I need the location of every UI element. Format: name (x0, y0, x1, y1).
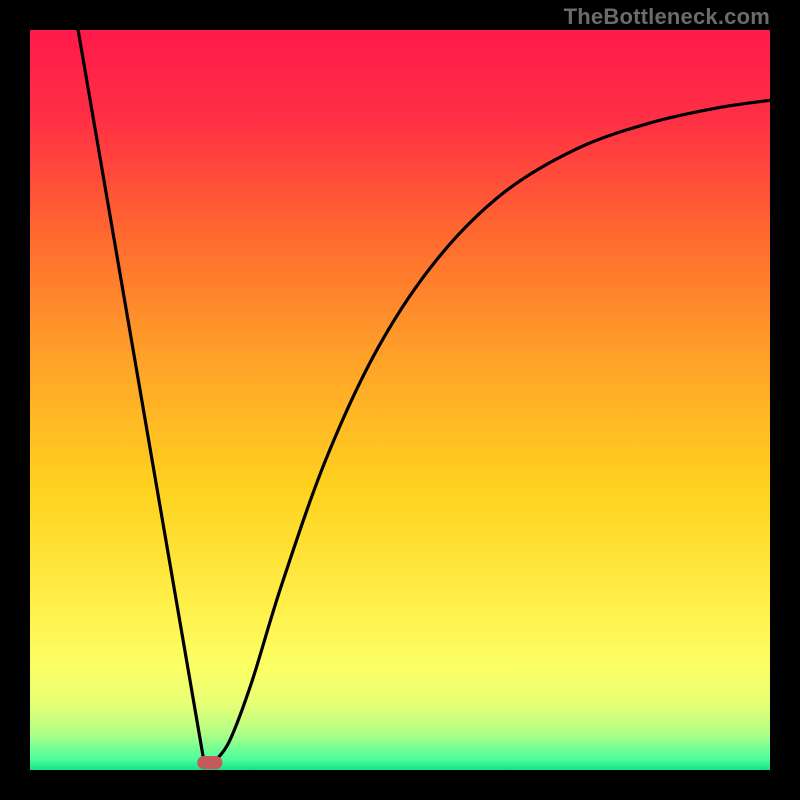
watermark-text: TheBottleneck.com (564, 4, 770, 30)
outer-frame: TheBottleneck.com (0, 0, 800, 800)
plot-area (30, 30, 770, 770)
valley-marker (197, 756, 222, 769)
plot-svg (30, 30, 770, 770)
